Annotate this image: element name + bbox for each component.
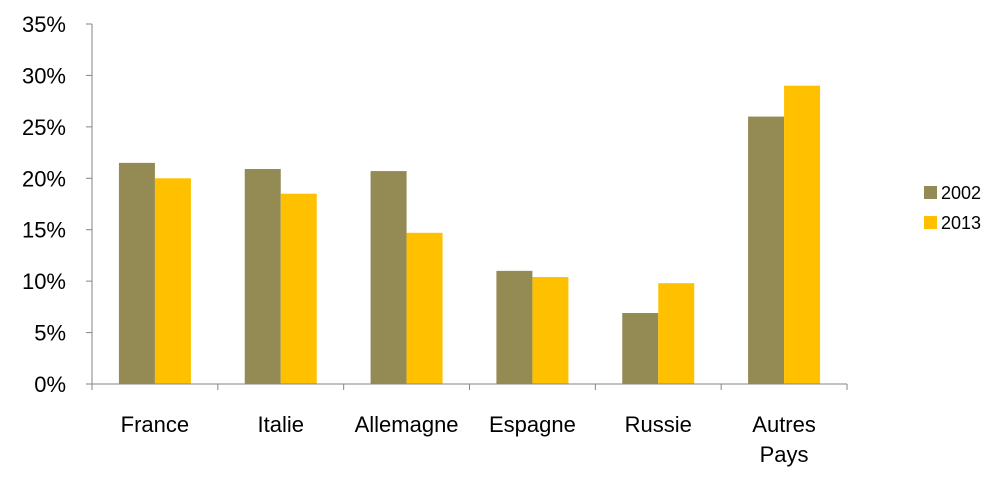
bar-2002-italie	[244, 169, 281, 384]
bar-2002-france	[118, 162, 155, 384]
x-tick-label: Espagne	[489, 412, 576, 437]
legend-swatch-2002	[924, 186, 937, 199]
bar-2002-allemagne	[370, 171, 407, 384]
x-tick-label: Russie	[625, 412, 692, 437]
bar-2013-allemagne	[406, 232, 443, 384]
y-tick-label: 30%	[22, 63, 66, 88]
bar-2013-russie	[658, 283, 695, 384]
y-tick-label: 25%	[22, 115, 66, 140]
legend: 2002 2013	[924, 183, 981, 233]
x-tick-label-line: Pays	[760, 442, 809, 467]
y-tick-label: 0%	[34, 372, 66, 397]
legend-label-2013: 2013	[941, 213, 981, 233]
legend-swatch-2013	[924, 216, 937, 229]
bar-2013-autres-pays	[784, 85, 821, 385]
x-tick-label: Allemagne	[355, 412, 459, 437]
labels-layer: 0% 5% 10% 15% 20% 25% 30% 35% France Italie Allema…	[22, 12, 816, 467]
x-tick-label: Italie	[258, 412, 304, 437]
y-tick-label: 10%	[22, 269, 66, 294]
x-tick-label: France	[121, 412, 189, 437]
y-tick-label: 35%	[22, 12, 66, 37]
x-tick-label-line: Autres	[752, 412, 816, 437]
legend-label-2002: 2002	[941, 183, 981, 203]
x-tick-label: Autres Pays	[752, 412, 816, 467]
axes-layer	[86, 23, 848, 390]
bar-2013-espagne	[532, 277, 569, 384]
bar-2013-italie	[280, 193, 317, 384]
y-tick-label: 20%	[22, 166, 66, 191]
bar-2002-espagne	[496, 270, 533, 384]
y-tick-label: 15%	[22, 218, 66, 243]
y-tick-label: 5%	[34, 321, 66, 346]
bar-2013-france	[154, 178, 191, 384]
bar-2002-autres-pays	[748, 116, 785, 384]
bar-2002-russie	[622, 313, 659, 384]
bars-layer	[118, 85, 821, 385]
